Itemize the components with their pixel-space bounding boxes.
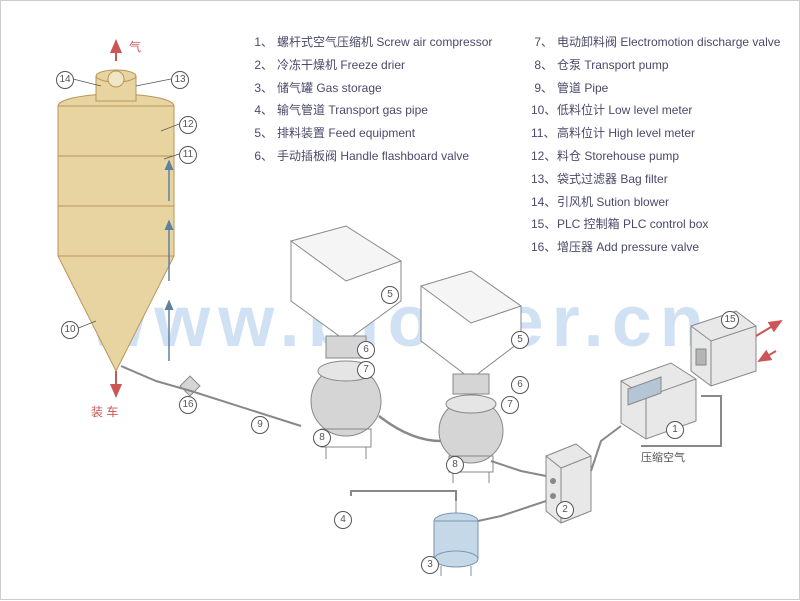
gas-label: 气	[129, 39, 141, 54]
callout-7: 7	[357, 361, 375, 379]
callout-4: 4	[334, 511, 352, 529]
callout-3: 3	[421, 556, 439, 574]
callout-5: 5	[511, 331, 529, 349]
pipe-9	[121, 366, 301, 426]
callout-12: 12	[179, 116, 197, 134]
callout-16: 16	[179, 396, 197, 414]
transport-pipe-4	[351, 491, 456, 501]
loading-label: 装 车	[91, 404, 118, 419]
callout-14: 14	[56, 71, 74, 89]
callout-15: 15	[721, 311, 739, 329]
callout-10: 10	[61, 321, 79, 339]
gas-storage-tank	[434, 501, 478, 576]
callout-8: 8	[313, 429, 331, 447]
callout-6: 6	[511, 376, 529, 394]
callout-1: 1	[666, 421, 684, 439]
callout-9: 9	[251, 416, 269, 434]
compressed-air-label: 压缩空气	[641, 450, 685, 464]
callout-5: 5	[381, 286, 399, 304]
callout-7: 7	[501, 396, 519, 414]
callout-6: 6	[357, 341, 375, 359]
callout-11: 11	[179, 146, 197, 164]
screw-compressor	[621, 363, 696, 439]
feed-hopper-2	[421, 271, 521, 394]
callout-8: 8	[446, 456, 464, 474]
system-diagram: 气 装 车	[1, 1, 800, 601]
callout-13: 13	[171, 71, 189, 89]
callout-2: 2	[556, 501, 574, 519]
